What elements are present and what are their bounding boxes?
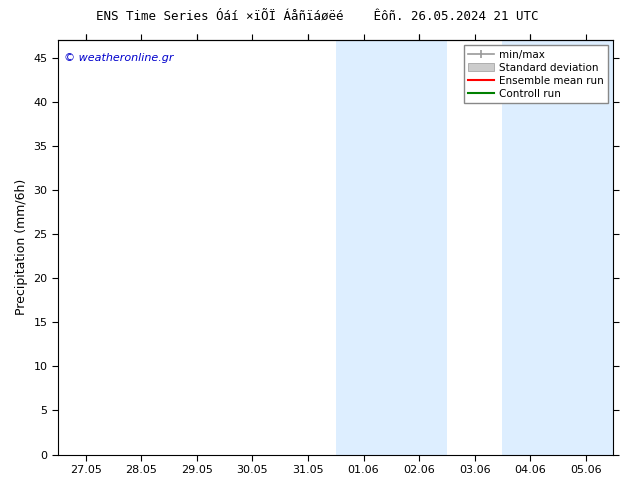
Y-axis label: Precipitation (mm/6h): Precipitation (mm/6h) <box>15 179 28 316</box>
Text: ENS Time Series Óáí ×ïÕÏ Áåñïáøëé    Êôñ. 26.05.2024 21 UTC: ENS Time Series Óáí ×ïÕÏ Áåñïáøëé Êôñ. 2… <box>96 10 538 23</box>
Bar <box>336 40 391 455</box>
Bar <box>502 40 558 455</box>
Bar <box>558 40 614 455</box>
Text: © weatheronline.gr: © weatheronline.gr <box>63 52 173 63</box>
Legend: min/max, Standard deviation, Ensemble mean run, Controll run: min/max, Standard deviation, Ensemble me… <box>464 46 608 103</box>
Bar <box>391 40 447 455</box>
